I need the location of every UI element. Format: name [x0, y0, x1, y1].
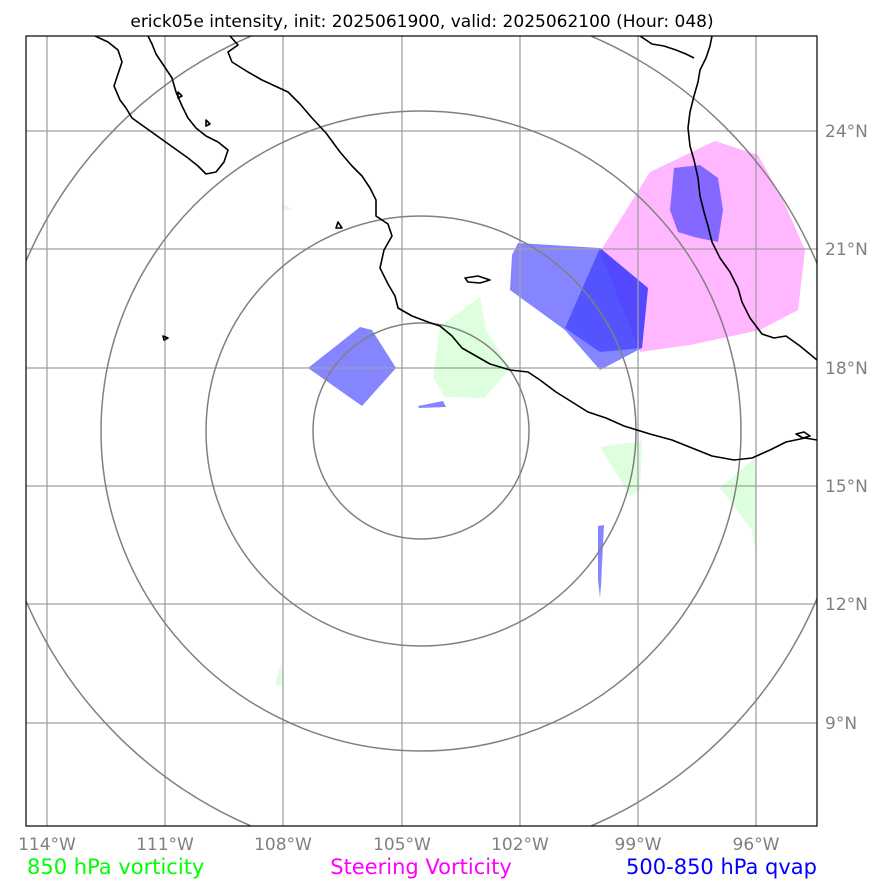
lon-tick-label: 111°W: [136, 835, 194, 855]
coastlines: [94, 36, 817, 461]
legend-vorticity-850: 850 hPa vorticity: [27, 855, 204, 879]
qvap-patch: [598, 525, 604, 598]
qvap-patch: [418, 401, 446, 408]
range-ring: [205, 215, 637, 647]
lat-tick-label: 21°N: [825, 240, 868, 260]
island: [639, 36, 695, 59]
lon-tick-labels: 114°W 111°W 108°W 105°W 102°W 99°W 96°W: [18, 835, 780, 855]
island: [464, 275, 491, 284]
lon-tick-label: 102°W: [491, 835, 549, 855]
steering-vorticity-contour: [600, 141, 805, 352]
vorticity-patch: [433, 297, 510, 398]
plot-frame: [25, 35, 818, 827]
coastline-baja: [94, 36, 229, 175]
lat-tick-label: 24°N: [825, 122, 868, 142]
lon-tick-label: 105°W: [373, 835, 431, 855]
vorticity-patch: [600, 441, 642, 496]
lon-tick-label: 96°W: [733, 835, 780, 855]
qvap-patch: [670, 165, 723, 242]
lon-tick-label: 108°W: [254, 835, 312, 855]
map-area: [26, 36, 817, 826]
island: [335, 221, 343, 229]
lat-tick-label: 9°N: [825, 714, 857, 734]
qvap-patch: [308, 327, 396, 406]
coastline-mainland: [227, 36, 817, 461]
island: [205, 119, 211, 127]
legend-qvap: 500-850 hPa qvap: [626, 855, 817, 879]
range-ring: [26, 36, 817, 826]
lon-tick-label: 99°W: [615, 835, 662, 855]
range-ring: [100, 110, 742, 752]
lat-tick-labels: 24°N 21°N 18°N 15°N 12°N 9°N: [825, 122, 868, 734]
qvap-patch: [565, 248, 648, 352]
coastline-gulf: [687, 36, 817, 361]
legend-steering-vorticity: Steering Vorticity: [330, 855, 512, 879]
range-rings: [26, 36, 817, 826]
lat-tick-label: 12°N: [825, 595, 868, 615]
lat-tick-label: 18°N: [825, 359, 868, 379]
gridlines: [26, 36, 817, 826]
lon-tick-label: 114°W: [18, 835, 76, 855]
map-title: erick05e intensity, init: 2025061900, va…: [130, 12, 713, 32]
vorticity-patch: [720, 458, 757, 562]
qvap-contours: [308, 165, 723, 598]
vorticity-850-contours: [275, 203, 757, 685]
vorticity-patch: [275, 663, 283, 685]
legend: 850 hPa vorticity Steering Vorticity 500…: [27, 855, 817, 879]
island: [162, 335, 169, 341]
range-ring: [312, 322, 530, 540]
island: [177, 91, 183, 99]
lat-tick-label: 15°N: [825, 477, 868, 497]
vorticity-patch: [283, 203, 292, 210]
island: [795, 431, 811, 439]
